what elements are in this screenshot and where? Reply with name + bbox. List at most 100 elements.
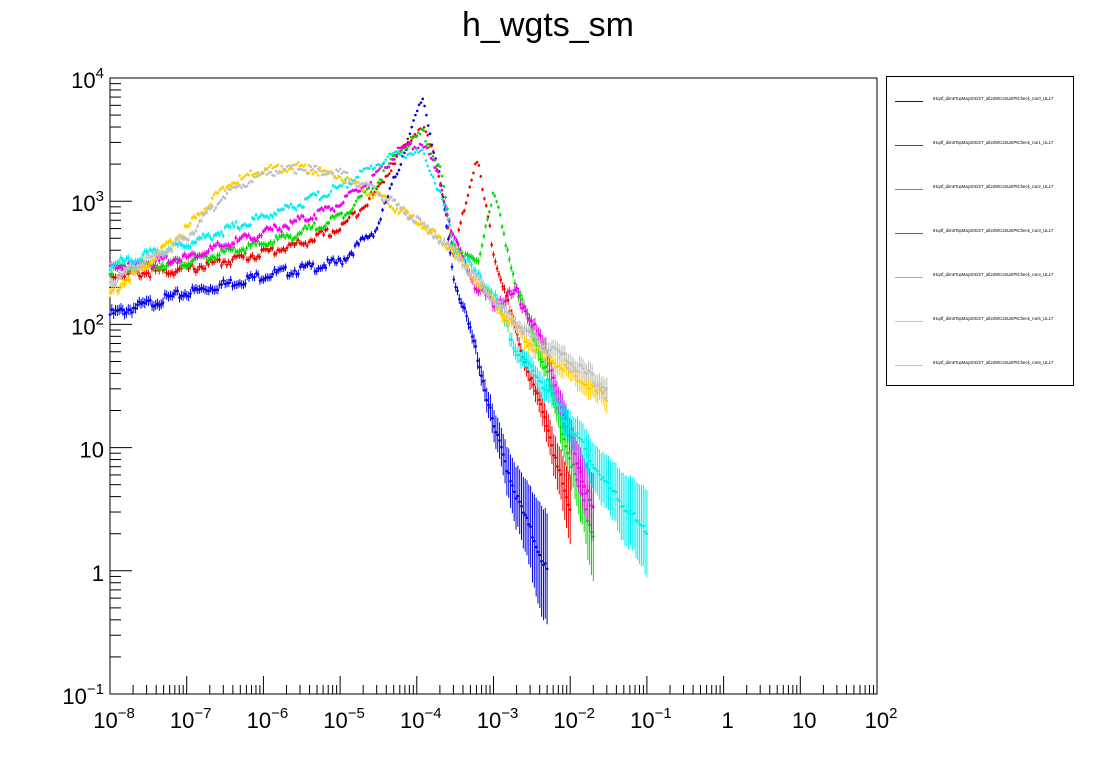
data-point — [326, 258, 329, 261]
data-point — [487, 403, 490, 407]
data-point — [179, 259, 183, 263]
data-point — [437, 241, 441, 245]
data-point — [391, 162, 395, 166]
data-point — [470, 335, 474, 338]
data-point — [225, 192, 229, 195]
data-point — [256, 217, 260, 220]
data-point — [404, 212, 408, 216]
data-point — [439, 190, 442, 194]
data-point — [446, 217, 450, 221]
data-point — [559, 353, 563, 356]
data-point — [342, 222, 346, 225]
data-point — [567, 503, 570, 507]
data-point — [220, 283, 223, 286]
data-point — [119, 307, 123, 310]
data-point — [271, 272, 275, 276]
data-point — [497, 205, 500, 209]
data-point — [483, 288, 486, 291]
data-point — [513, 281, 517, 285]
data-point — [450, 234, 453, 238]
data-point — [159, 251, 163, 255]
data-point — [485, 398, 489, 402]
data-point — [539, 380, 543, 384]
data-point — [223, 197, 227, 200]
data-point — [494, 260, 497, 263]
data-point — [229, 225, 232, 229]
data-point — [450, 245, 453, 248]
data-point — [408, 152, 411, 155]
data-point — [561, 368, 565, 372]
data-point — [442, 199, 446, 203]
data-point — [526, 328, 530, 332]
data-point — [258, 215, 262, 219]
data-point — [475, 288, 478, 291]
data-point — [221, 195, 225, 199]
data-point — [232, 246, 236, 249]
data-point — [484, 291, 488, 295]
data-point — [519, 293, 522, 297]
data-point — [479, 275, 483, 278]
data-point — [152, 252, 156, 255]
data-point — [128, 278, 132, 282]
data-point — [585, 372, 589, 375]
data-point — [293, 206, 296, 210]
data-point — [420, 148, 424, 152]
data-point — [514, 320, 517, 324]
data-point — [500, 225, 504, 228]
data-point — [546, 429, 550, 432]
data-point — [258, 279, 262, 282]
data-point — [280, 230, 283, 233]
data-point — [384, 197, 388, 200]
data-point — [189, 292, 192, 295]
data-point — [515, 326, 519, 330]
data-point — [216, 241, 219, 245]
data-point — [389, 169, 393, 173]
data-point — [590, 383, 594, 387]
data-point — [229, 188, 232, 191]
data-point — [300, 263, 304, 266]
data-point — [539, 334, 542, 338]
data-point — [269, 163, 273, 167]
data-point — [189, 245, 192, 249]
data-point — [506, 321, 510, 325]
data-point — [417, 103, 421, 107]
data-point — [254, 239, 258, 242]
data-point — [347, 216, 351, 219]
data-point — [370, 232, 373, 236]
data-point — [563, 352, 567, 356]
data-point — [267, 216, 271, 220]
data-point — [505, 310, 508, 314]
data-point — [528, 330, 532, 334]
data-point — [161, 253, 165, 257]
data-point — [505, 469, 509, 473]
data-point — [442, 185, 446, 188]
data-point — [276, 228, 280, 232]
data-point — [302, 227, 305, 231]
data-point — [307, 195, 311, 199]
data-point — [475, 160, 479, 164]
data-point — [393, 198, 397, 202]
data-point — [404, 209, 408, 212]
data-point — [170, 294, 174, 298]
data-point — [461, 211, 464, 215]
data-point — [422, 222, 426, 225]
data-point — [335, 229, 338, 233]
data-point — [156, 302, 159, 305]
data-point — [536, 376, 539, 379]
data-point — [342, 216, 345, 220]
data-point — [570, 465, 573, 469]
data-point — [415, 135, 418, 139]
data-point — [424, 140, 427, 143]
data-point — [353, 211, 357, 214]
data-point — [340, 212, 343, 215]
data-point — [423, 104, 426, 108]
data-point — [436, 163, 440, 166]
data-point — [479, 374, 483, 377]
legend-label: tHq4f_dim6TopMay20GST_all22WCsStartPtChe… — [933, 228, 1054, 233]
data-point — [525, 358, 528, 362]
data-point — [357, 175, 360, 179]
data-point — [567, 423, 570, 427]
data-point — [338, 228, 342, 232]
data-point — [147, 271, 150, 275]
data-point — [234, 182, 238, 186]
